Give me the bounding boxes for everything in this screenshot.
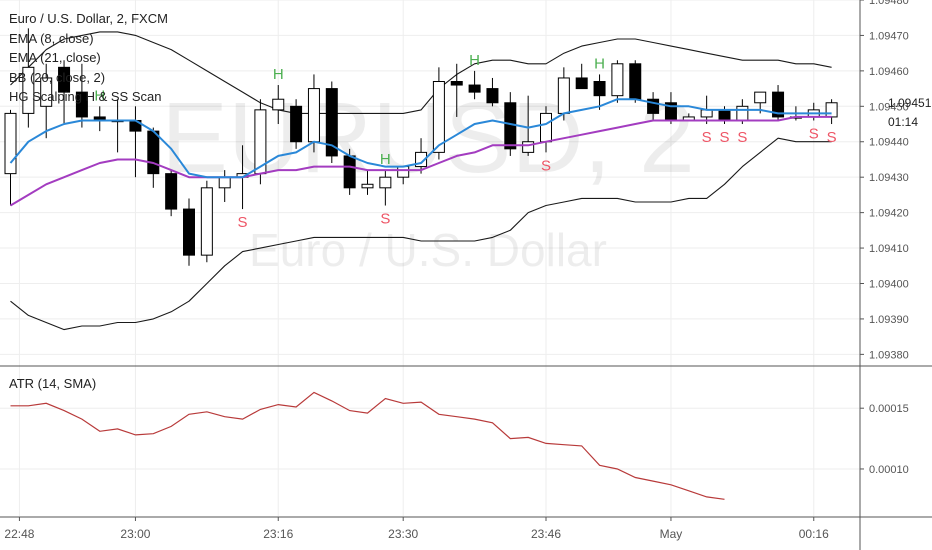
atr-tick-label: 0.00010 <box>869 464 909 476</box>
bb-lower-line <box>10 137 832 331</box>
atr-legend[interactable]: ATR (14, SMA) <box>9 376 97 391</box>
candle-down <box>772 91 785 118</box>
candle-down <box>593 81 606 97</box>
price-tick-label: 1.09380 <box>869 349 909 361</box>
time-tick-label: 23:16 <box>263 527 293 541</box>
candle-down <box>647 98 660 114</box>
signal-h-label: H <box>273 66 284 83</box>
legend-hg-scalping-scan[interactable]: HG Scalping H & SS Scan <box>9 89 162 104</box>
candle-up <box>4 112 17 175</box>
candle-up <box>200 187 213 256</box>
candle-up <box>40 77 53 107</box>
price-tick-label: 1.09460 <box>869 66 909 78</box>
signal-s-label: S <box>737 129 747 146</box>
signal-h-label: H <box>469 52 480 69</box>
signal-s-label: S <box>809 125 819 142</box>
price-tick-label: 1.09430 <box>869 172 909 184</box>
candle-down <box>325 88 338 157</box>
candle-down <box>183 208 195 256</box>
candle-down <box>575 77 588 90</box>
price-tick-label: 1.09470 <box>869 30 909 42</box>
time-tick-label: 23:30 <box>388 527 418 541</box>
candle-down <box>718 109 731 121</box>
candle-down <box>147 130 160 175</box>
candle-up <box>307 88 320 143</box>
candle-up <box>272 98 285 111</box>
candle-up <box>522 141 535 153</box>
signal-s-label: S <box>719 129 729 146</box>
price-tick-label: 1.09410 <box>869 243 909 255</box>
candle-up <box>22 66 35 114</box>
symbol-title: Euro / U.S. Dollar, 2, FXCM <box>9 11 168 26</box>
time-tick-label: 00:16 <box>799 527 829 541</box>
candle-up <box>218 176 231 189</box>
chart-legend: Euro / U.S. Dollar, 2, FXCM EMA (8, clos… <box>9 9 168 107</box>
time-tick-label: 22:48 <box>4 527 34 541</box>
legend-ema21[interactable]: EMA (21, close) <box>9 50 101 65</box>
last-price-label: 1.09451 <box>888 96 932 110</box>
price-tick-label: 1.09400 <box>869 278 909 290</box>
signal-h-label: H <box>594 55 605 72</box>
signal-h-label: H <box>94 87 105 104</box>
candle-down <box>290 105 303 143</box>
signal-s-label: S <box>702 129 712 146</box>
time-tick-label: 23:00 <box>120 527 150 541</box>
ema8-line <box>9 98 832 179</box>
signal-h-label: H <box>380 151 391 168</box>
atr-line <box>10 391 725 500</box>
candle-down <box>58 66 71 93</box>
candle-down <box>486 88 499 104</box>
price-tick-label: 1.09420 <box>869 208 909 220</box>
candle-up <box>611 63 624 97</box>
watermark-name: Euro / U.S. Dollar <box>249 224 607 276</box>
candle-down <box>629 63 642 100</box>
legend-ema8[interactable]: EMA (8, close) <box>9 30 94 46</box>
candle-up <box>397 166 410 178</box>
signal-s-label: S <box>238 214 248 231</box>
price-tick-label: 1.09390 <box>869 314 909 326</box>
price-tick-label: 1.09480 <box>869 0 909 7</box>
atr-tick-label: 0.00015 <box>869 403 909 415</box>
candle-down <box>165 173 178 210</box>
time-tick-label: 23:46 <box>531 527 561 541</box>
candle-up <box>754 91 767 104</box>
candle-down <box>450 81 463 86</box>
candle-up <box>825 102 838 118</box>
candle-down <box>468 84 481 93</box>
bar-countdown: 01:14 <box>888 115 918 129</box>
price-tick-label: 1.09450 <box>869 101 909 113</box>
signal-s-label: S <box>541 157 551 174</box>
candle-up <box>736 105 749 121</box>
signal-s-label: S <box>380 211 390 228</box>
candle-up <box>379 176 392 189</box>
signal-s-label: S <box>827 129 837 146</box>
price-tick-label: 1.09440 <box>869 137 909 149</box>
ema21-line <box>9 115 832 207</box>
candle-up <box>700 109 713 118</box>
candle-up <box>432 81 445 153</box>
candle-up <box>361 183 374 189</box>
candle-down <box>343 155 356 189</box>
bb-upper-line <box>10 31 832 114</box>
candle-up <box>557 77 570 114</box>
time-tick-label: May <box>660 527 683 541</box>
legend-bollinger-bands[interactable]: BB (20, close, 2) <box>9 69 106 85</box>
candle-down <box>75 91 88 118</box>
candle-up <box>415 151 428 168</box>
candle-down <box>504 102 517 150</box>
candle-up <box>540 112 552 143</box>
